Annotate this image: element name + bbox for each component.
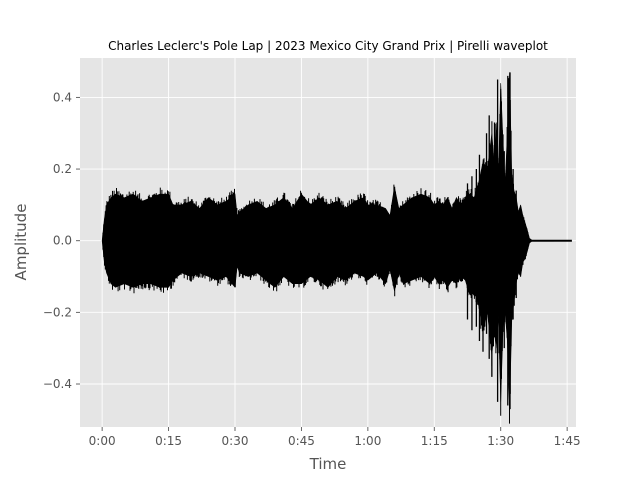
x-tick-label: 1:45 [554,434,581,448]
x-axis: 0:00 0:15 0:30 0:45 1:00 1:15 1:30 1:45 [89,427,581,448]
x-tick-label: 1:30 [487,434,514,448]
waveform-texture [102,78,532,424]
x-axis-label: Time [309,455,347,473]
y-tick-label: −0.4 [43,377,72,391]
waveform [101,72,572,424]
x-tick-label: 0:30 [222,434,249,448]
y-tick-label: 0.0 [53,234,72,248]
y-tick-label: 0.4 [53,90,72,104]
x-tick-label: 0:00 [89,434,116,448]
y-tick-label: −0.2 [43,305,72,319]
y-axis: 0.4 0.2 0.0 −0.2 −0.4 [43,90,80,391]
x-tick-label: 1:15 [421,434,448,448]
x-tick-label: 0:15 [155,434,182,448]
y-tick-label: 0.2 [53,162,72,176]
x-tick-label: 0:45 [288,434,315,448]
y-axis-label: Amplitude [12,204,30,281]
x-tick-label: 1:00 [354,434,381,448]
chart-title: Charles Leclerc's Pole Lap | 2023 Mexico… [108,39,548,53]
